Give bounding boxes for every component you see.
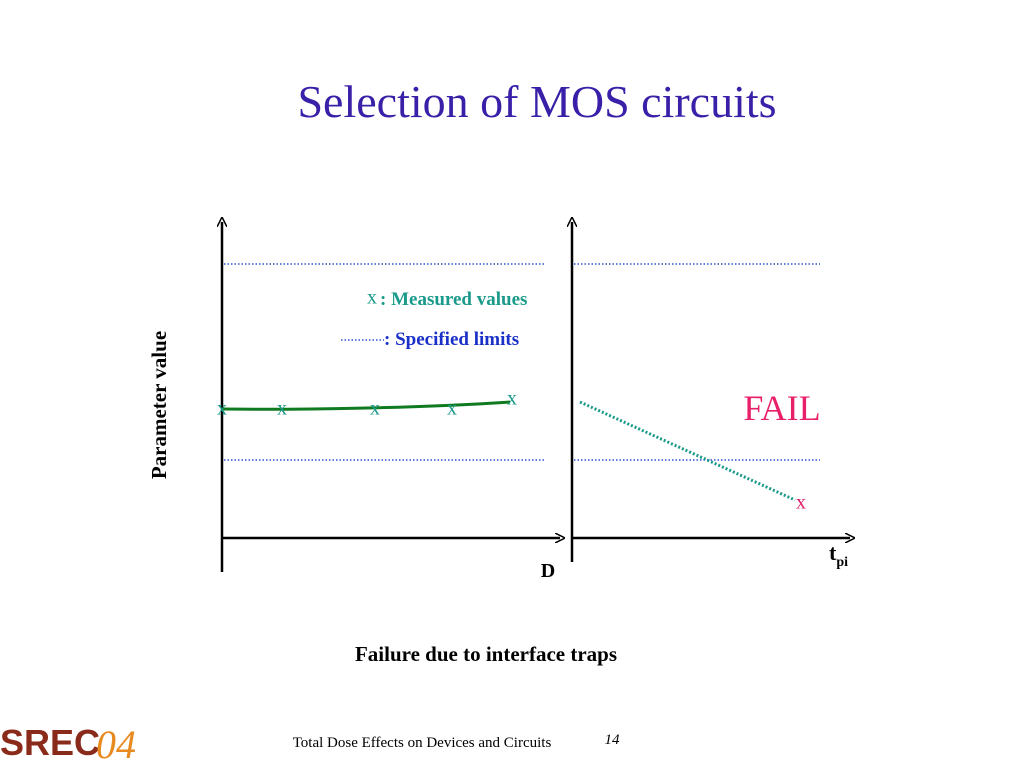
- footer-text: Total Dose Effects on Devices and Circui…: [293, 735, 552, 751]
- marker: x: [370, 398, 380, 420]
- legend-symbol: x: [367, 287, 377, 309]
- x-label: D: [541, 560, 555, 582]
- drift-line: [579, 400, 796, 502]
- x-label: tpi: [829, 540, 848, 570]
- legend-measured: : Measured values: [380, 289, 527, 310]
- status: FAIL: [743, 388, 820, 428]
- marker: x: [447, 398, 457, 420]
- legend-limits: : Specified limits: [384, 329, 519, 350]
- caption: Failure due to interface traps: [355, 642, 617, 666]
- logo: SREC: [0, 722, 100, 763]
- marker: x: [217, 398, 227, 420]
- marker: x: [507, 388, 517, 410]
- x-label-main: t: [829, 540, 837, 565]
- marker: x: [796, 492, 806, 514]
- y-axis-label: Parameter value: [147, 331, 171, 479]
- x-label-sub: pi: [836, 555, 848, 570]
- logo-year: 04: [96, 722, 136, 767]
- marker: x: [277, 398, 287, 420]
- slide-title: Selection of MOS circuits: [297, 76, 776, 127]
- page-number: 14: [605, 732, 621, 748]
- trend-curve: [221, 400, 511, 411]
